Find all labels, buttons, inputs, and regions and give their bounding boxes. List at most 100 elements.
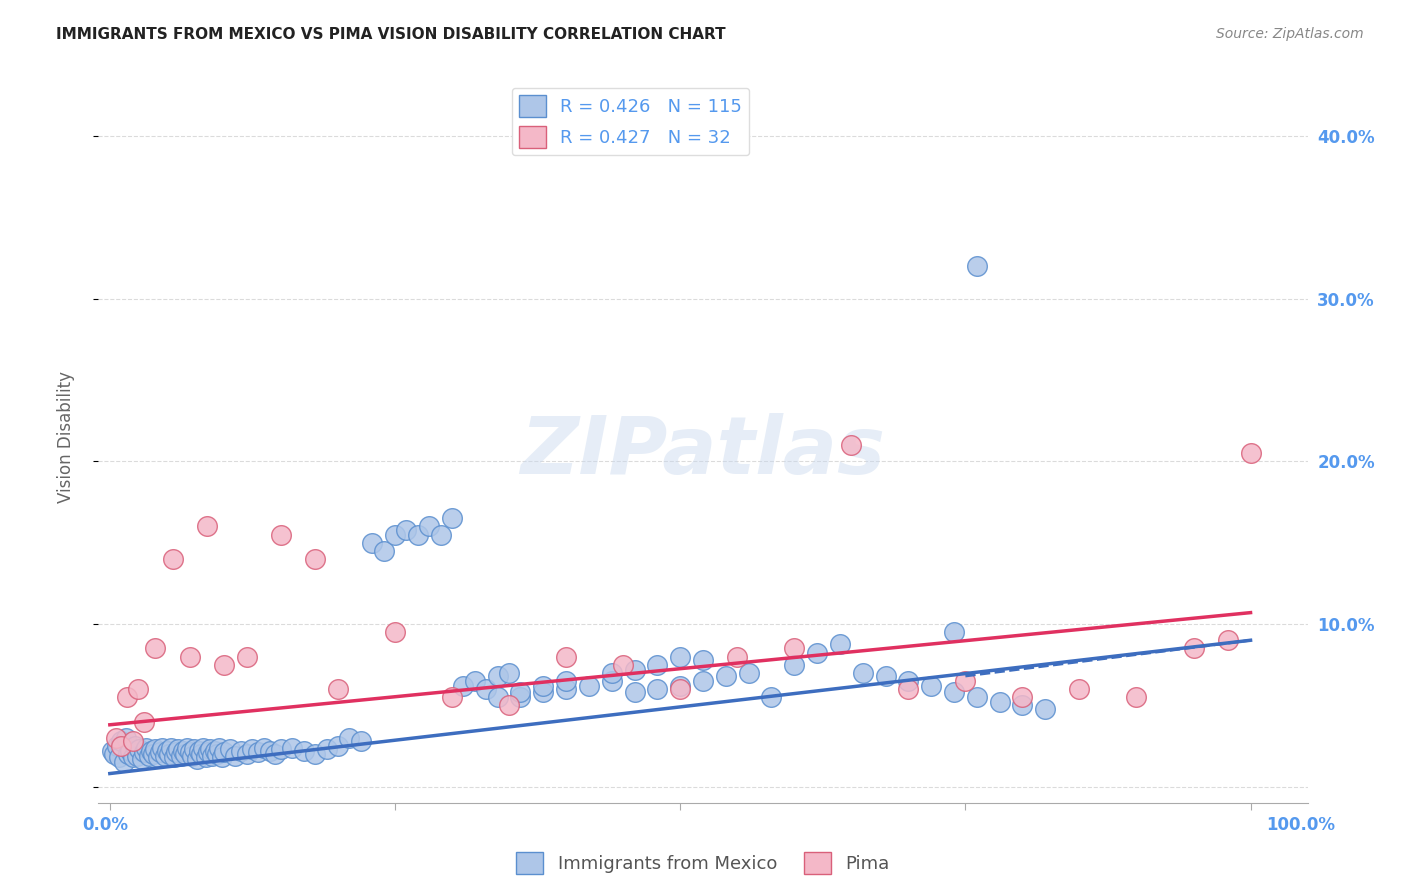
Point [264, 747, 287, 761]
Point [105, 739, 128, 753]
Point [186, 752, 208, 766]
Point [145, 641, 167, 656]
Point [555, 649, 578, 664]
Point [112, 755, 135, 769]
Point [205, 747, 228, 761]
Point [897, 681, 920, 696]
Point [114, 731, 136, 745]
Point [1182, 641, 1205, 656]
Point [897, 673, 920, 688]
Point [373, 544, 395, 558]
Point [1011, 698, 1033, 713]
Y-axis label: Vision Disability: Vision Disability [56, 371, 75, 503]
Point [163, 750, 186, 764]
Point [669, 681, 692, 696]
Point [115, 690, 138, 705]
Point [806, 646, 828, 660]
Point [828, 636, 851, 650]
Point [270, 742, 292, 756]
Point [132, 746, 155, 760]
Point [737, 665, 759, 680]
Point [761, 690, 783, 705]
Point [124, 739, 146, 753]
Point [384, 625, 406, 640]
Text: IMMIGRANTS FROM MEXICO VS PIMA VISION DISABILITY CORRELATION CHART: IMMIGRANTS FROM MEXICO VS PIMA VISION DI… [56, 27, 725, 42]
Point [612, 657, 634, 672]
Point [920, 679, 942, 693]
Point [464, 673, 486, 688]
Point [197, 746, 219, 760]
Point [212, 657, 235, 672]
Point [153, 748, 176, 763]
Point [292, 744, 315, 758]
Point [224, 748, 246, 763]
Point [1069, 681, 1091, 696]
Point [103, 747, 125, 761]
Point [247, 746, 270, 760]
Point [1239, 446, 1261, 460]
Point [104, 731, 127, 745]
Point [138, 748, 160, 763]
Point [315, 742, 337, 756]
Point [725, 649, 748, 664]
Point [1011, 690, 1033, 705]
Point [157, 747, 180, 761]
Point [121, 750, 143, 764]
Point [955, 673, 977, 688]
Point [127, 681, 149, 696]
Point [1033, 701, 1056, 715]
Point [211, 750, 233, 764]
Point [966, 690, 988, 705]
Point [966, 260, 988, 274]
Point [988, 695, 1011, 709]
Point [160, 740, 183, 755]
Point [165, 746, 187, 760]
Point [852, 665, 875, 680]
Point [555, 681, 578, 696]
Point [441, 511, 464, 525]
Point [145, 742, 167, 756]
Point [110, 734, 132, 748]
Point [142, 747, 165, 761]
Point [1216, 633, 1239, 648]
Point [623, 663, 645, 677]
Point [429, 527, 451, 541]
Point [600, 673, 623, 688]
Point [406, 527, 429, 541]
Point [942, 685, 965, 699]
Point [218, 742, 240, 756]
Point [235, 649, 257, 664]
Point [839, 438, 862, 452]
Point [361, 535, 384, 549]
Point [128, 742, 150, 756]
Point [229, 744, 252, 758]
Point [110, 739, 132, 753]
Point [498, 665, 520, 680]
Point [623, 685, 645, 699]
Point [875, 669, 897, 683]
Point [194, 750, 217, 764]
Point [783, 657, 806, 672]
Point [486, 669, 509, 683]
Point [270, 527, 292, 541]
Point [942, 625, 965, 640]
Point [127, 748, 149, 763]
Point [190, 747, 212, 761]
Point [1125, 690, 1147, 705]
Point [304, 552, 326, 566]
Point [281, 740, 304, 755]
Point [337, 731, 360, 745]
Point [131, 752, 153, 766]
Point [304, 747, 326, 761]
Point [475, 681, 498, 696]
Text: 0.0%: 0.0% [83, 816, 128, 834]
Point [204, 744, 226, 758]
Point [101, 744, 124, 758]
Point [162, 552, 184, 566]
Point [669, 679, 692, 693]
Text: ZIPatlas: ZIPatlas [520, 413, 886, 491]
Point [108, 750, 131, 764]
Point [498, 698, 520, 713]
Point [509, 690, 531, 705]
Point [326, 739, 349, 753]
